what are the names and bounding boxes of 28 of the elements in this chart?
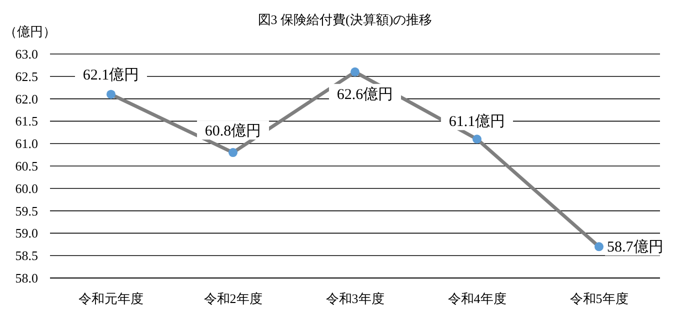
x-tick-label: 令和4年度 xyxy=(448,291,506,306)
point xyxy=(350,67,360,76)
point xyxy=(228,148,238,158)
y-axis-title: （億円） xyxy=(4,24,56,39)
x-tick-label: 令和元年度 xyxy=(78,291,144,306)
x-tick-label: 令和5年度 xyxy=(570,291,628,306)
y-tick-label: 59.0 xyxy=(15,226,38,241)
y-tick-label: 59.5 xyxy=(15,203,38,218)
data-label: 62.6億円 xyxy=(336,86,394,103)
chart-title: 図3 保険給付費(決算額)の推移 xyxy=(258,12,432,27)
y-tick-label: 63.0 xyxy=(15,46,38,62)
y-tick-label: 61.5 xyxy=(15,114,38,129)
data-label: 62.1億円 xyxy=(82,66,140,84)
y-tick-label: 61.0 xyxy=(15,136,38,152)
data-label: 61.1億円 xyxy=(448,113,506,130)
point xyxy=(472,134,482,144)
x-tick-label: 令和2年度 xyxy=(204,291,262,306)
y-tick-label: 60.0 xyxy=(15,180,38,196)
y-tick-label: 62.0 xyxy=(15,91,38,106)
point xyxy=(594,242,604,252)
y-tick-label: 60.5 xyxy=(15,158,38,174)
data-label: 58.7億円 xyxy=(607,238,664,256)
y-tick-label: 62.5 xyxy=(15,68,38,84)
y-tick-label: 58.0 xyxy=(15,270,38,286)
x-tick-label: 令和3年度 xyxy=(326,291,384,306)
data-label: 60.8億円 xyxy=(204,122,262,140)
point xyxy=(106,90,116,99)
y-tick-label: 58.5 xyxy=(15,248,38,264)
